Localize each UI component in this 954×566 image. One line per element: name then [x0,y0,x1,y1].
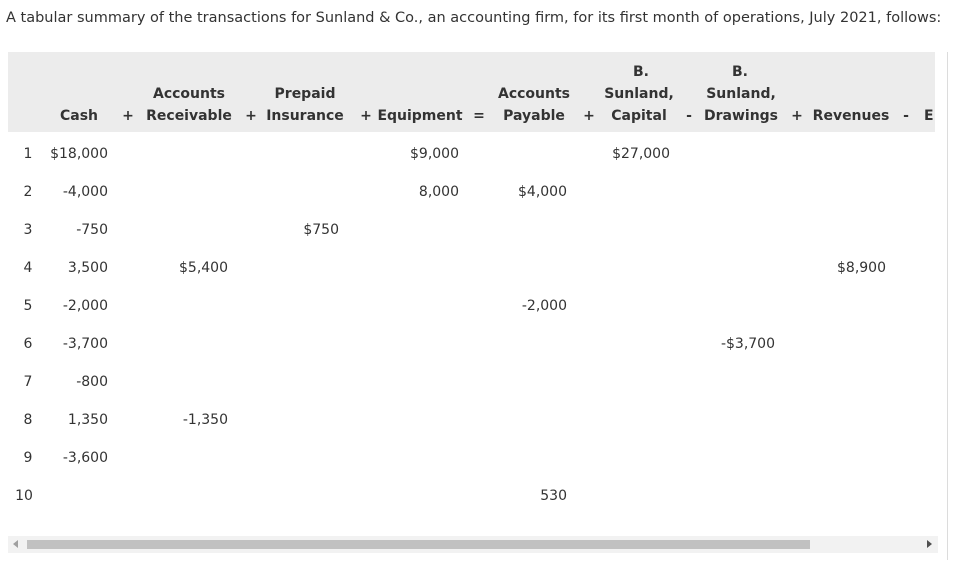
header-capital-line1: B. [633,64,649,80]
header-capital-line2: Sunland, [604,86,674,102]
row-number: 5 [23,298,33,314]
prepaid-insurance-cell: $750 [303,222,339,238]
row-number: 2 [23,184,33,200]
equipment-cell: 8,000 [418,184,459,200]
header-revenues: Revenues [812,108,890,124]
header-plus-3: + [360,108,372,124]
header-plus-2: + [245,108,257,124]
revenues-cell: $8,900 [837,260,886,276]
header-equipment: Equipment [377,108,463,124]
row-number: 10 [15,488,33,504]
row-number: 4 [23,260,33,276]
table-header-band [8,52,935,132]
row-number: 3 [23,222,33,238]
header-plus-5: + [791,108,803,124]
cash-cell: -3,700 [62,336,108,352]
cash-cell: -4,000 [62,184,108,200]
equipment-cell: $9,000 [410,146,459,162]
header-cash: Cash [59,108,99,124]
header-ap-bottom: Payable [503,108,565,124]
header-capital-line3: Capital [611,108,667,124]
accounts-payable-cell: $4,000 [518,184,567,200]
accounts-receivable-cell: -1,350 [182,412,228,428]
cash-cell: -750 [76,222,108,238]
cash-cell: -800 [76,374,108,390]
header-minus-2: - [903,108,909,124]
header-pi-top: Prepaid [274,86,336,102]
accounts-receivable-cell: $5,400 [179,260,228,276]
row-number: 6 [23,336,33,352]
scroll-left-arrow-icon[interactable] [13,540,18,548]
cash-cell: $18,000 [50,146,108,162]
cash-cell: 3,500 [67,260,108,276]
header-drawings-line2: Sunland, [706,86,776,102]
header-pi-bottom: Insurance [266,108,344,124]
header-drawings-line3: Drawings [703,108,779,124]
header-ap-top: Accounts [497,86,571,102]
row-number: 8 [23,412,33,428]
capital-cell: $27,000 [612,146,670,162]
accounts-payable-cell: -2,000 [521,298,567,314]
intro-text: A tabular summary of the transactions fo… [6,10,942,26]
row-number: 1 [23,146,33,162]
table-right-border [947,52,948,560]
header-expenses-partial: E: [924,108,935,124]
header-plus-1: + [122,108,134,124]
row-number: 9 [23,450,33,466]
horizontal-scrollbar[interactable] [8,536,938,553]
header-plus-4: + [583,108,595,124]
header-minus-1: - [686,108,692,124]
cash-cell: -3,600 [62,450,108,466]
header-ar-top: Accounts [152,86,226,102]
scroll-right-arrow-icon[interactable] [927,540,932,548]
header-equals: = [473,108,485,124]
scroll-thumb[interactable] [27,540,810,549]
header-ar-bottom: Receivable [146,108,232,124]
accounts-payable-cell: 530 [540,488,567,504]
drawings-cell: -$3,700 [720,336,775,352]
header-drawings-line1: B. [732,64,748,80]
cash-cell: -2,000 [62,298,108,314]
cash-cell: 1,350 [67,412,108,428]
row-number: 7 [23,374,33,390]
